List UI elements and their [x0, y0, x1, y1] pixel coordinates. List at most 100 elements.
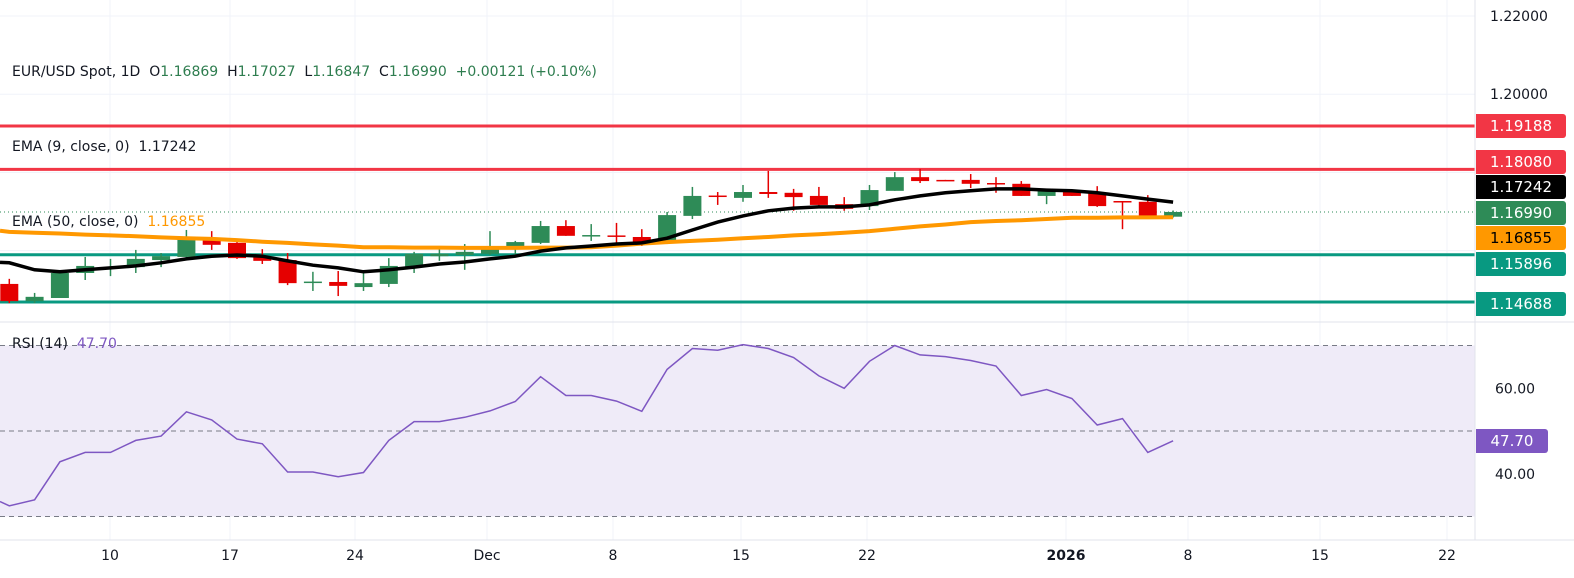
candle-body	[556, 226, 575, 236]
candle[interactable]	[329, 271, 348, 297]
candle-body	[50, 272, 69, 299]
candle-body	[607, 235, 626, 237]
candle[interactable]	[152, 253, 171, 268]
x-tick-label: Dec	[473, 548, 500, 564]
candle-body	[1113, 201, 1132, 203]
x-tick-label: 22	[858, 548, 876, 564]
candle-body	[759, 192, 778, 194]
rsi-panel	[0, 343, 1475, 517]
candle-body	[531, 226, 550, 243]
x-tick-label: 8	[609, 548, 618, 564]
price-tag: 1.17242	[1476, 175, 1566, 199]
candle-body	[1062, 190, 1081, 196]
candle-body	[632, 236, 651, 243]
candle-body	[278, 260, 297, 284]
low-label: L	[304, 64, 313, 80]
x-tick-label: 22	[1438, 548, 1456, 564]
candle-body	[481, 247, 499, 254]
ema9-row[interactable]: EMA (9, close, 0) 1.17242	[12, 135, 597, 160]
candle-body	[784, 192, 803, 198]
candle[interactable]	[835, 197, 854, 211]
candle[interactable]	[708, 192, 727, 205]
candle[interactable]	[885, 172, 904, 191]
candle[interactable]	[303, 271, 322, 291]
candle-body	[202, 238, 221, 245]
candle[interactable]	[556, 220, 575, 236]
candle-body	[303, 281, 322, 284]
price-tag: 1.18080	[1476, 150, 1566, 174]
candle-body	[354, 283, 373, 288]
candle-body	[809, 195, 828, 205]
main-legend: EUR/USD Spot, 1D O1.16869 H1.17027 L1.16…	[12, 10, 597, 260]
open-label: O	[149, 64, 161, 80]
candle[interactable]	[481, 231, 499, 255]
candle[interactable]	[734, 184, 752, 202]
symbol-title[interactable]: EUR/USD Spot, 1D	[12, 64, 141, 80]
candle[interactable]	[405, 251, 424, 273]
candle-body	[987, 183, 1005, 185]
ema9-label: EMA (9, close, 0)	[12, 139, 130, 155]
rsi-value-tag: 47.70	[1476, 428, 1548, 453]
candle-body	[0, 283, 19, 302]
candle[interactable]	[683, 186, 702, 220]
candle-body	[1138, 201, 1157, 220]
candle-body	[126, 258, 145, 268]
candle[interactable]	[126, 249, 145, 273]
candle-body	[936, 179, 955, 182]
candle-body	[455, 251, 474, 255]
candle-body	[253, 256, 272, 261]
x-tick-label: 8	[1184, 548, 1193, 564]
candle-body	[1164, 211, 1183, 217]
open-value: 1.16869	[160, 64, 219, 80]
candle[interactable]	[278, 253, 297, 286]
close-label: C	[379, 64, 389, 80]
candle[interactable]	[50, 271, 69, 299]
price-tag: 1.14688	[1476, 292, 1566, 316]
candle[interactable]	[531, 220, 550, 245]
horizontal-levels	[0, 124, 1475, 304]
high-label: H	[227, 64, 238, 80]
candle[interactable]	[582, 224, 601, 241]
candles	[0, 168, 1183, 304]
candle[interactable]	[759, 170, 778, 198]
candle[interactable]	[911, 168, 930, 184]
close-value: 1.16990	[388, 64, 447, 80]
low-value: 1.16847	[312, 64, 371, 80]
candle[interactable]	[1164, 210, 1183, 218]
x-tick-label: 17	[221, 548, 239, 564]
candle-body	[405, 253, 424, 268]
price-tag: 1.16990	[1476, 201, 1566, 225]
candle[interactable]	[809, 186, 828, 207]
candle-body	[152, 256, 171, 261]
ema9-line[interactable]	[0, 187, 1174, 274]
candle[interactable]	[379, 258, 398, 288]
candle-body	[734, 192, 752, 198]
ohlc-row: EUR/USD Spot, 1D O1.16869 H1.17027 L1.16…	[12, 60, 597, 85]
candle[interactable]	[25, 292, 44, 304]
candle[interactable]	[1088, 186, 1107, 207]
candle[interactable]	[177, 229, 196, 259]
ema50-row[interactable]: EMA (50, close, 0) 1.16855	[12, 210, 597, 235]
x-tick-label: 24	[346, 548, 364, 564]
rsi-line[interactable]	[0, 343, 1174, 507]
x-tick-label: 15	[732, 548, 750, 564]
candle-body	[1037, 190, 1056, 196]
candle-body	[177, 238, 196, 257]
price-tag: 1.16855	[1476, 226, 1566, 250]
x-tick-label: 2026	[1047, 548, 1086, 564]
rsi-tick-label: 40.00	[1495, 467, 1535, 483]
axes: 10 17 24 Dec 8 15 22 2026 8 15 22 1.22000 1.20000 60.…	[101, 9, 1548, 564]
candle[interactable]	[936, 179, 955, 182]
rsi-legend[interactable]: RSI (14) 47.70	[12, 336, 117, 352]
candle[interactable]	[607, 222, 626, 246]
ema50-label: EMA (50, close, 0)	[12, 214, 139, 230]
candle[interactable]	[961, 174, 980, 189]
candle[interactable]	[354, 271, 373, 291]
candle-body	[911, 177, 930, 182]
ema-lines	[0, 187, 1174, 274]
candle[interactable]	[0, 278, 19, 304]
rsi-tick-label: 60.00	[1495, 381, 1535, 397]
candle[interactable]	[1113, 201, 1132, 230]
candle-body	[708, 195, 727, 198]
